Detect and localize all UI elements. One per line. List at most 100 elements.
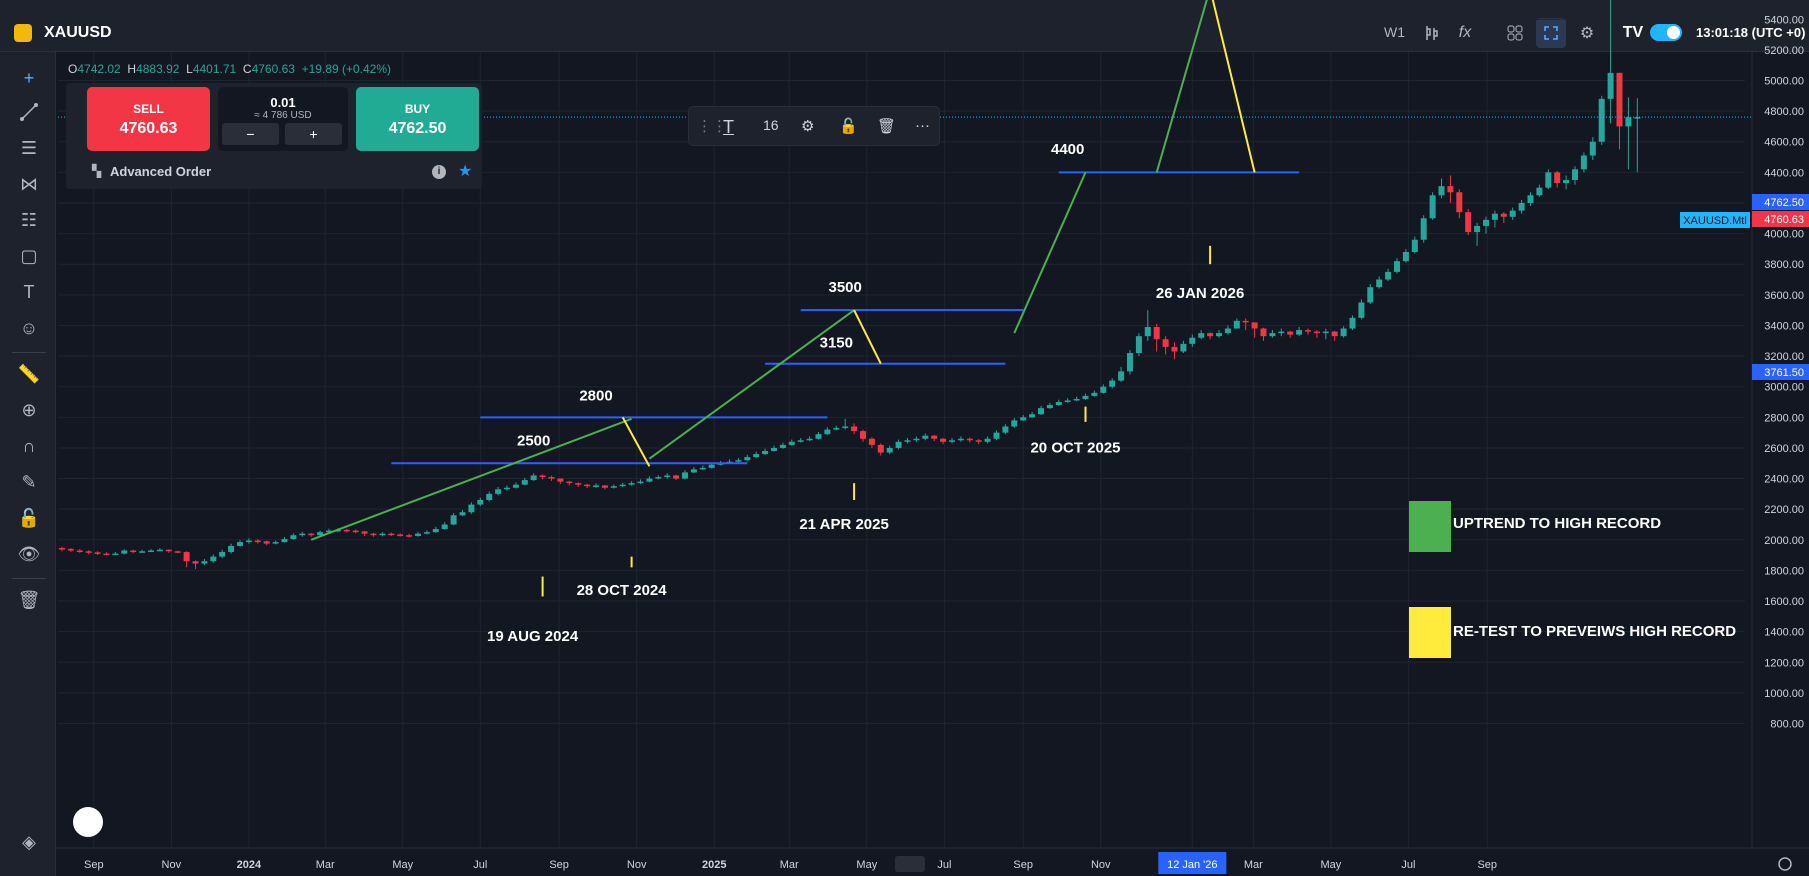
zoom-in-icon[interactable]: ⊕ <box>21 399 37 420</box>
date-label: 20 OCT 2025 <box>1030 440 1120 457</box>
candle-body <box>886 447 893 453</box>
tradingview-badge-icon <box>73 807 103 837</box>
toolbar-divider <box>12 578 46 579</box>
time-axis-label: 2025 <box>702 859 726 871</box>
low-label: L <box>186 62 193 76</box>
candle-body <box>317 532 324 536</box>
date-label: 28 OCT 2024 <box>577 582 668 599</box>
candle-body <box>806 438 813 441</box>
ohlc-legend: O4742.02 H4883.92 L4401.71 C4760.63 +19.… <box>68 62 391 76</box>
symbol-name[interactable]: XAUUSD <box>44 24 112 41</box>
trash-icon[interactable]: 🗑 <box>17 589 41 610</box>
candle-body <box>1340 328 1347 337</box>
crosshair-icon[interactable]: + <box>23 67 35 88</box>
candle-body <box>566 481 573 484</box>
candle-body <box>1198 333 1205 338</box>
candle-body <box>1483 219 1489 226</box>
eye-icon[interactable]: 👁 <box>17 543 41 564</box>
text-tool-icon[interactable]: T <box>23 281 35 302</box>
retest-line[interactable] <box>621 416 651 467</box>
timeframe-button[interactable]: W1 <box>1384 24 1405 40</box>
uptrend-line[interactable] <box>1013 171 1087 334</box>
candle-body <box>842 426 849 429</box>
text-color-icon[interactable]: T <box>723 117 734 137</box>
lock-drawing-icon[interactable]: ✎ <box>21 471 37 492</box>
increase-quantity-button[interactable]: + <box>285 123 342 145</box>
candle-body <box>1367 287 1374 303</box>
magnet-icon[interactable]: ∩ <box>22 435 36 456</box>
sell-button[interactable]: SELL 4760.63 <box>87 87 210 151</box>
star-icon[interactable]: ★ <box>458 163 473 180</box>
buy-button[interactable]: BUY 4762.50 <box>356 87 479 151</box>
settings-icon[interactable]: ⚙ <box>801 118 815 135</box>
candle-body <box>1465 212 1472 233</box>
candle-body <box>512 484 519 488</box>
shapes-icon[interactable]: ▢ <box>20 245 38 266</box>
delete-icon[interactable]: 🗑 <box>877 118 897 135</box>
layouts-icon[interactable] <box>1500 18 1530 48</box>
trend-line-icon[interactable] <box>13 96 45 128</box>
candle-body <box>1456 192 1463 213</box>
candle-body <box>67 548 74 551</box>
time-axis[interactable] <box>56 848 1809 876</box>
price-tick-label: 2600.00 <box>1764 443 1804 455</box>
lock-icon[interactable]: 🔓 <box>17 507 41 528</box>
advanced-order-icon[interactable]: ▚ <box>92 164 102 178</box>
emoji-icon[interactable]: ☺ <box>19 317 39 338</box>
candle-body <box>530 475 537 481</box>
layers-icon[interactable]: ◈ <box>22 831 36 852</box>
candle-body <box>326 530 332 533</box>
axis-settings-icon[interactable] <box>1778 857 1792 871</box>
ruler-icon[interactable]: 📏 <box>17 363 41 384</box>
retest-line[interactable] <box>1210 0 1256 173</box>
date-label: 19 AUG 2024 <box>487 628 579 645</box>
quantity-value[interactable]: 0.01 <box>270 95 296 110</box>
high-label: H <box>127 62 137 76</box>
candle-body <box>468 504 475 513</box>
candle-body <box>1322 331 1329 334</box>
candle-body <box>361 531 368 534</box>
candle-body <box>192 561 199 564</box>
candle-body <box>1020 417 1027 421</box>
pattern-icon[interactable]: ⋈ <box>20 173 38 194</box>
candle-body <box>343 529 350 532</box>
candle-body <box>219 552 226 557</box>
settings-gear-icon[interactable]: ⚙ <box>1579 25 1595 42</box>
candle-body <box>637 481 644 484</box>
uptrend-line[interactable] <box>310 417 632 541</box>
time-axis-highlight <box>1158 852 1227 874</box>
uptrend-line[interactable] <box>1155 0 1210 173</box>
close-label: C <box>242 62 252 76</box>
fullscreen-icon[interactable] <box>1536 18 1566 48</box>
theme-toggle[interactable] <box>1650 24 1682 41</box>
candle-body <box>1429 195 1436 219</box>
info-icon[interactable]: i <box>432 165 446 179</box>
candle-style-icon[interactable] <box>1416 18 1446 48</box>
candle-body <box>673 475 680 479</box>
candle-body <box>708 464 715 468</box>
candle-body <box>682 472 688 479</box>
decrease-quantity-button[interactable]: − <box>222 123 279 145</box>
price-tick-label: 3000.00 <box>1764 382 1804 394</box>
unlock-icon[interactable]: 🔓 <box>839 118 858 135</box>
drag-handle-icon[interactable]: ⋮⋮ <box>697 118 727 135</box>
indicators-icon[interactable]: fx <box>1458 24 1472 41</box>
more-options-icon[interactable]: ··· <box>915 117 930 134</box>
candle-body <box>59 548 65 550</box>
candle-body <box>1385 271 1392 280</box>
prediction-icon[interactable]: ☷ <box>20 209 38 230</box>
candle-body <box>1474 225 1481 233</box>
candle-body <box>1625 117 1632 127</box>
retest-line[interactable] <box>853 309 882 365</box>
uptrend-line[interactable] <box>648 309 855 460</box>
advanced-order-link[interactable]: Advanced Order <box>110 164 212 179</box>
candle-body <box>1313 331 1320 334</box>
fib-retracement-icon[interactable]: ☰ <box>20 137 38 158</box>
price-axis[interactable] <box>1752 52 1809 848</box>
candle-body <box>1135 336 1142 354</box>
candle-body <box>1296 330 1303 335</box>
scroll-button[interactable] <box>895 856 925 872</box>
price-tick-label: 2200.00 <box>1764 504 1804 516</box>
font-size-value[interactable]: 16 <box>763 117 779 133</box>
